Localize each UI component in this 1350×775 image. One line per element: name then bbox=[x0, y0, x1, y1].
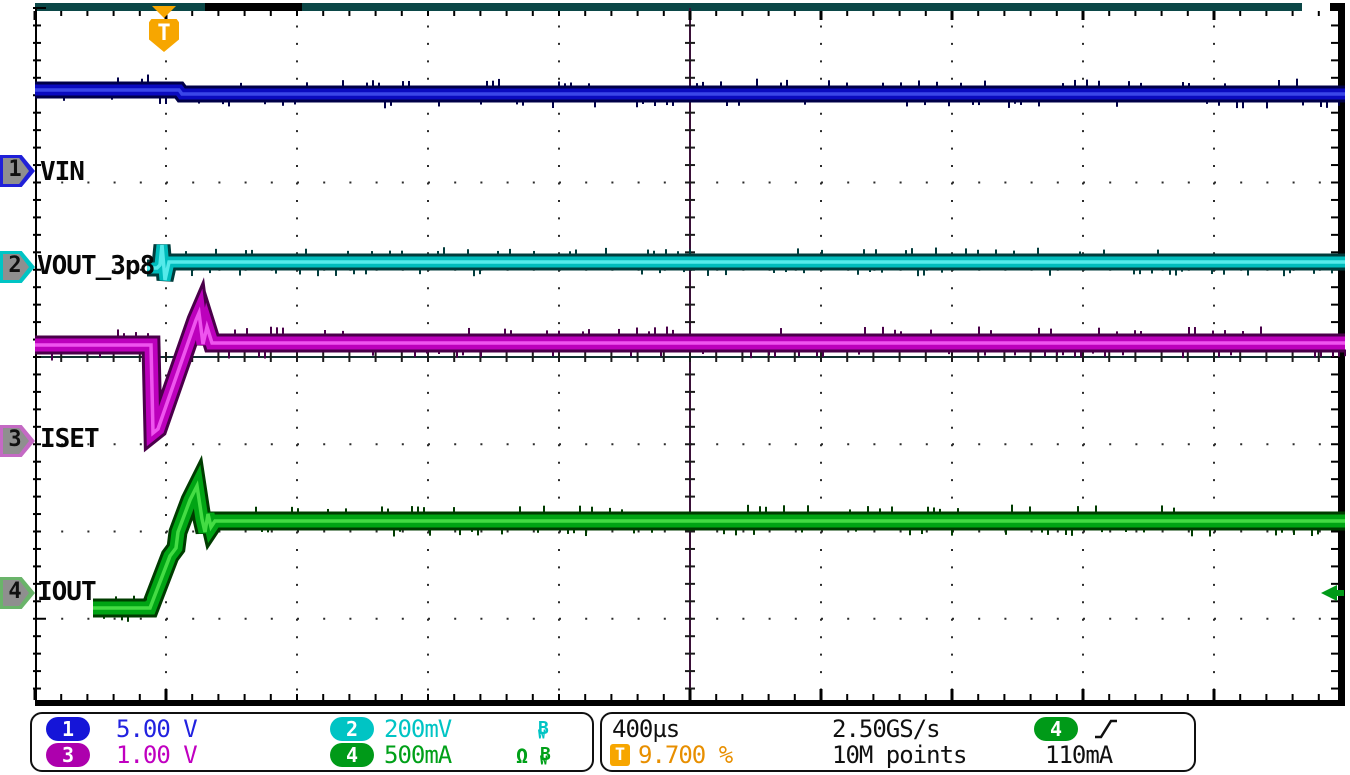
trace-label-vout: VOUT_3p8 bbox=[37, 251, 155, 281]
timebase-readout: 400µs bbox=[612, 715, 680, 743]
trigger-position-readout: 9.700 % bbox=[638, 741, 733, 769]
trigger-position-marker[interactable]: T bbox=[149, 6, 179, 52]
trace-label-vin: VIN bbox=[40, 157, 85, 187]
trace-label-iout: IOUT bbox=[37, 577, 97, 607]
trigger-source-badge[interactable]: 4 bbox=[1034, 717, 1078, 741]
sample-rate-readout: 2.50GS/s bbox=[832, 715, 941, 743]
channel4-badge[interactable]: 4 bbox=[330, 743, 374, 767]
trigger-t-icon: T bbox=[610, 744, 630, 766]
channel4-ohm-icon: Ω bbox=[516, 744, 529, 768]
channel2-badge[interactable]: 2 bbox=[330, 717, 374, 741]
trace-label-iset: ISET bbox=[40, 424, 100, 454]
trigger-arrow-icon bbox=[152, 6, 176, 18]
channel3-scale: 1.00 V bbox=[116, 741, 198, 769]
channel3-position-marker[interactable]: 3 bbox=[0, 425, 35, 457]
record-length-readout: 10M points bbox=[832, 741, 967, 769]
channel3-badge[interactable]: 3 bbox=[46, 743, 90, 767]
channel4-scale: 500mA bbox=[384, 741, 452, 769]
trigger-level-readout: 110mA bbox=[1045, 741, 1113, 769]
channel1-badge[interactable]: 1 bbox=[46, 717, 90, 741]
trigger-flag-letter: T bbox=[157, 21, 171, 46]
channel4-position-marker[interactable]: 4 bbox=[0, 577, 35, 609]
channel2-scale: 200mV bbox=[384, 715, 452, 743]
horizontal-trigger-readout-box[interactable]: 400µs 2.50GS/s 4 T 9.700 % 10M points 11… bbox=[600, 712, 1196, 772]
channel2-position-marker[interactable]: 2 bbox=[0, 251, 35, 283]
channel1-scale: 5.00 V bbox=[116, 715, 198, 743]
channel1-position-marker[interactable]: 1 bbox=[0, 155, 35, 187]
